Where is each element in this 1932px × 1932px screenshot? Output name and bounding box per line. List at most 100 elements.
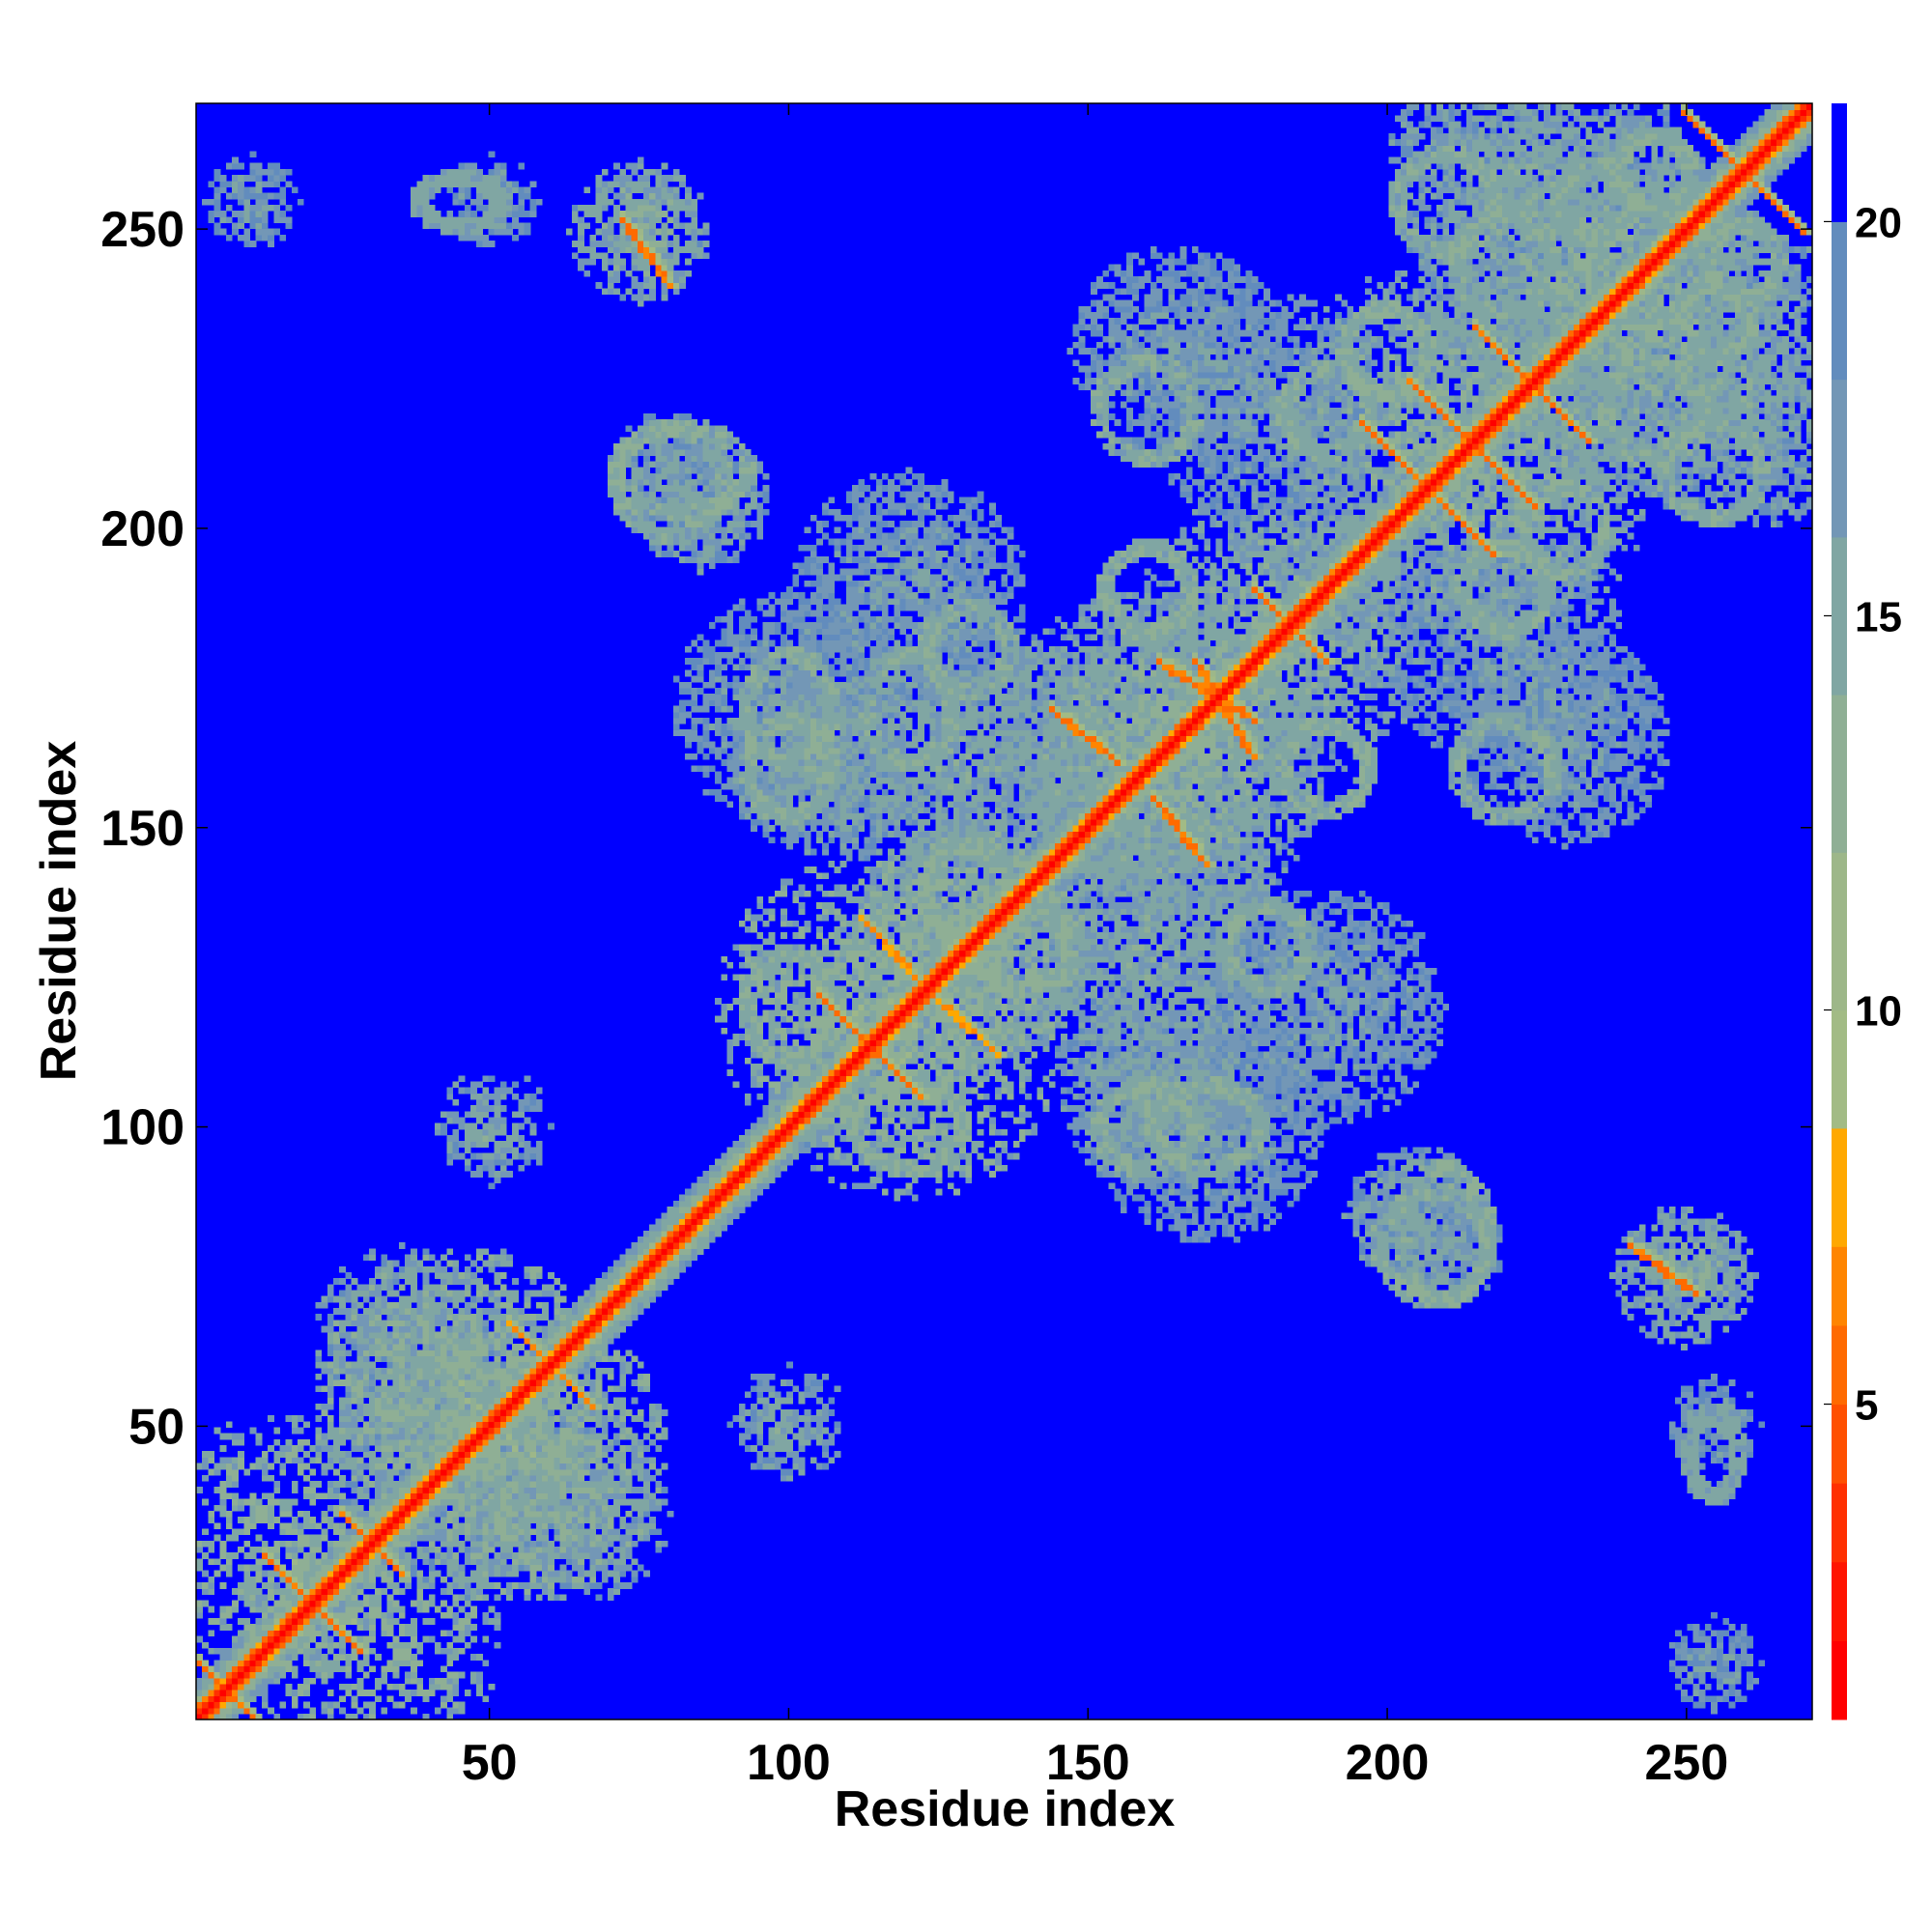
heatmap-cell	[452, 1499, 459, 1506]
heatmap-cell	[662, 1248, 668, 1255]
heatmap-cell	[411, 1332, 417, 1339]
heatmap-cell	[1628, 1261, 1634, 1267]
heatmap-cell	[619, 1362, 626, 1369]
heatmap-cell	[435, 1261, 441, 1267]
heatmap-cell	[387, 1314, 394, 1321]
heatmap-cell	[214, 1648, 221, 1655]
heatmap-cell	[589, 1481, 596, 1488]
heatmap-cell	[250, 1690, 257, 1696]
heatmap-cell	[613, 1547, 620, 1553]
heatmap-cell	[1412, 1207, 1419, 1213]
heatmap-cell	[578, 1571, 584, 1577]
heatmap-cell	[530, 1552, 537, 1559]
heatmap-cell	[649, 1236, 656, 1243]
heatmap-cell	[286, 1582, 293, 1589]
heatmap-cell	[405, 1517, 412, 1523]
heatmap-cell	[506, 1451, 513, 1458]
heatmap-cell	[429, 1385, 436, 1392]
heatmap-cell	[1466, 1261, 1473, 1267]
heatmap-cell	[1383, 1236, 1390, 1243]
heatmap-cell	[393, 1618, 400, 1625]
heatmap-cell	[387, 1451, 394, 1458]
heatmap-cell	[381, 1630, 387, 1636]
heatmap-cell	[381, 1612, 387, 1619]
heatmap-cell	[1681, 1678, 1688, 1685]
heatmap-cell	[399, 1648, 406, 1655]
heatmap-cell	[327, 1314, 334, 1321]
heatmap-cell	[440, 1451, 447, 1458]
heatmap-cell	[292, 1642, 298, 1649]
heatmap-cell	[352, 1499, 358, 1506]
heatmap-cell	[352, 1332, 358, 1339]
heatmap-cell	[405, 1577, 412, 1583]
heatmap-cell	[625, 1261, 632, 1267]
heatmap-cell	[381, 1379, 387, 1386]
heatmap-cell	[655, 1547, 662, 1553]
heatmap-cell	[1687, 1266, 1693, 1273]
heatmap-cell	[548, 1415, 554, 1422]
heatmap-cell	[352, 1481, 358, 1488]
heatmap-cell	[1461, 1278, 1467, 1285]
heatmap-cell	[495, 1522, 501, 1529]
heatmap-cell	[1192, 1212, 1199, 1219]
heatmap-cell	[1699, 1654, 1706, 1661]
heatmap-cell	[452, 1434, 459, 1440]
heatmap-cell	[440, 1648, 447, 1655]
heatmap-cell	[703, 1212, 710, 1219]
heatmap-cell	[315, 1445, 322, 1452]
heatmap-cell	[613, 1266, 620, 1273]
heatmap-cell	[345, 1636, 352, 1643]
heatmap-cell	[1705, 1308, 1712, 1315]
heatmap-cell	[416, 1571, 423, 1577]
heatmap-cell	[1681, 1409, 1688, 1416]
heatmap-cell	[554, 1415, 560, 1422]
heatmap-cell	[435, 1379, 441, 1386]
heatmap-cell	[697, 1182, 704, 1189]
heatmap-cell	[566, 1350, 573, 1356]
heatmap-cell	[375, 1588, 382, 1595]
heatmap-cell	[512, 1445, 519, 1452]
heatmap-cell	[327, 1601, 334, 1607]
heatmap-cell	[518, 1409, 525, 1416]
heatmap-cell	[333, 1434, 340, 1440]
heatmap-cell	[1258, 1189, 1264, 1196]
heatmap-cell	[1681, 1404, 1688, 1410]
heatmap-cell	[697, 1218, 704, 1225]
heatmap-cell	[1383, 1248, 1390, 1255]
heatmap-cell	[363, 1421, 370, 1428]
heatmap-cell	[500, 1517, 507, 1523]
heatmap-cell	[411, 1665, 417, 1672]
heatmap-cell	[536, 1409, 543, 1416]
heatmap-cell	[333, 1492, 340, 1499]
heatmap-cell	[1747, 1409, 1753, 1416]
heatmap-cell	[352, 1571, 358, 1577]
heatmap-cell	[1484, 1272, 1491, 1279]
heatmap-cell	[525, 1439, 531, 1446]
heatmap-cell	[482, 1451, 489, 1458]
heatmap-cell	[429, 1678, 436, 1685]
heatmap-cell	[476, 1517, 483, 1523]
heatmap-cell	[1401, 1207, 1407, 1213]
heatmap-cell	[625, 1302, 632, 1309]
heatmap-cell	[476, 1481, 483, 1488]
heatmap-cell	[322, 1434, 328, 1440]
heatmap-cell	[1252, 1218, 1259, 1225]
heatmap-cell	[1711, 1266, 1718, 1273]
heatmap-cell	[345, 1541, 352, 1548]
heatmap-cell	[512, 1451, 519, 1458]
heatmap-cell	[602, 1278, 609, 1285]
heatmap-cell	[1705, 1296, 1712, 1303]
heatmap-cell	[369, 1439, 376, 1446]
heatmap-cell	[393, 1528, 400, 1535]
heatmap-cell	[459, 1355, 466, 1362]
heatmap-cell	[1705, 1261, 1712, 1267]
heatmap-cell	[805, 1374, 811, 1380]
heatmap-cell	[816, 1415, 823, 1422]
heatmap-cell	[512, 1528, 519, 1535]
heatmap-cell	[1717, 1654, 1723, 1661]
heatmap-cell	[327, 1451, 334, 1458]
heatmap-cell	[452, 1564, 459, 1571]
heatmap-cell	[470, 1398, 477, 1405]
heatmap-cell	[482, 1618, 489, 1625]
heatmap-cell	[387, 1439, 394, 1446]
